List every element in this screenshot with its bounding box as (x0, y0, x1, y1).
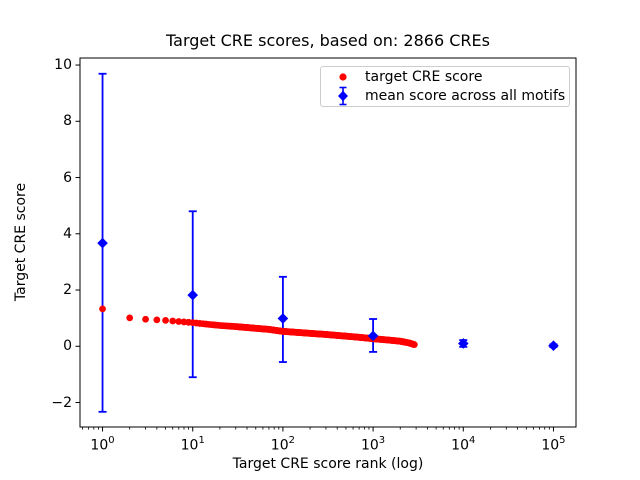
blue-mean-diamond (187, 289, 199, 301)
red-data-point (153, 316, 161, 324)
blue-mean-diamond (277, 313, 289, 324)
red-data-point (126, 314, 134, 322)
red-data-point (142, 315, 149, 323)
x-tick-label: 104 (451, 435, 476, 454)
x-tick-label: 100 (90, 435, 115, 454)
x-tick-label: 101 (180, 435, 205, 454)
legend-label-mean-score: mean score across all motifs (365, 88, 566, 104)
y-tick-label: 8 (63, 113, 72, 130)
y-axis-label: Target CRE score (13, 182, 29, 302)
red-data-point (169, 317, 177, 325)
chart-title: Target CRE scores, based on: 2866 CREs (166, 31, 490, 50)
legend: target CRE score mean score across all m… (320, 66, 570, 107)
red-data-point (175, 318, 183, 325)
y-tick-label: 0 (63, 338, 72, 355)
red-data-point (99, 305, 106, 313)
y-tick-label: 4 (63, 225, 72, 242)
red-data-point (410, 341, 418, 348)
red-data-point (162, 317, 169, 324)
red-circle-marker-icon (321, 70, 365, 84)
y-tick-label: −2 (51, 394, 72, 411)
blue-mean-diamond (97, 237, 108, 249)
blue-diamond-errorbar-marker-icon (321, 86, 365, 106)
blue-mean-diamond (457, 338, 469, 349)
legend-entry-target-score: target CRE score (321, 67, 569, 86)
y-tick-label: 10 (54, 57, 72, 74)
x-axis-label: Target CRE score rank (log) (232, 456, 424, 472)
x-tick-label: 105 (541, 435, 566, 454)
blue-mean-diamond (367, 330, 379, 342)
y-tick-label: 2 (63, 282, 72, 299)
x-tick-label: 102 (270, 435, 296, 454)
x-tick-label: 103 (360, 435, 386, 454)
legend-entry-mean-score: mean score across all motifs (321, 86, 569, 106)
blue-mean-diamond (548, 340, 559, 352)
legend-label-target-score: target CRE score (365, 68, 483, 85)
y-tick-label: 6 (63, 169, 72, 186)
axes-frame (79, 57, 577, 428)
